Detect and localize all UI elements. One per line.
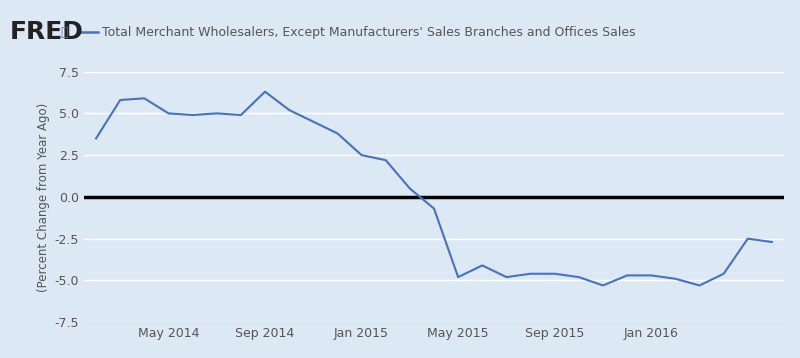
- Text: Total Merchant Wholesalers, Except Manufacturers' Sales Branches and Offices Sal: Total Merchant Wholesalers, Except Manuf…: [102, 26, 636, 39]
- Y-axis label: (Percent Change from Year Ago): (Percent Change from Year Ago): [38, 102, 50, 291]
- Text: FRED: FRED: [10, 20, 83, 44]
- Text: 📈: 📈: [61, 26, 68, 39]
